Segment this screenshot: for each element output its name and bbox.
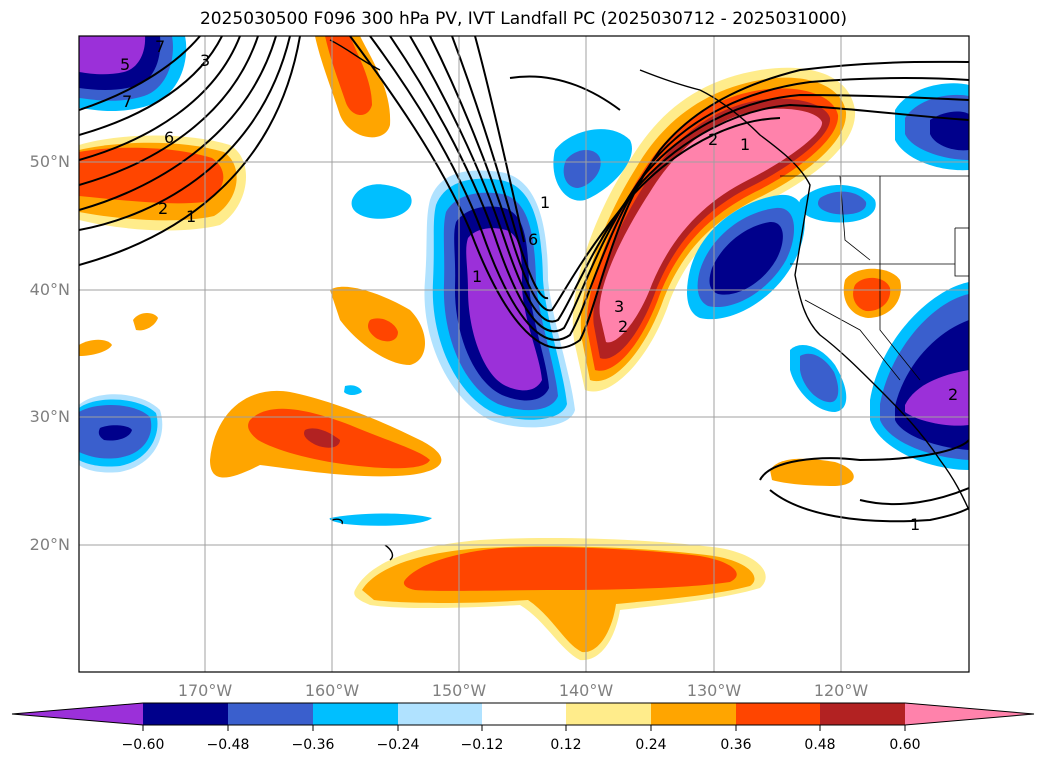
contour-label: 1 xyxy=(186,207,196,226)
colorbar-segment xyxy=(736,703,820,725)
latitude-label: 40°N xyxy=(29,280,70,299)
contour-label: 1 xyxy=(910,515,920,534)
colorbar-segment xyxy=(398,703,482,725)
colorbar-segment xyxy=(566,703,651,725)
colorbar-tick-label: 0.48 xyxy=(804,737,836,753)
contour-label: 1 xyxy=(472,267,482,286)
longitude-label: 140°W xyxy=(558,681,614,700)
map-area: 7 6 5 3 2 1 7 6 1 3 2 1 2 1 2 1 xyxy=(79,36,969,672)
colorbar-over-arrow xyxy=(905,703,1034,725)
longitude-label: 170°W xyxy=(177,681,233,700)
contour-label: 2 xyxy=(708,130,718,149)
longitude-label: 160°W xyxy=(304,681,360,700)
colorbar-under-arrow xyxy=(12,703,143,725)
colorbar-segment xyxy=(228,703,313,725)
longitude-label: 120°W xyxy=(813,681,869,700)
colorbar-segment xyxy=(482,703,566,725)
contour-label: 1 xyxy=(540,193,550,212)
map-frame xyxy=(78,35,970,673)
negative-anomaly-trough xyxy=(351,129,632,428)
longitude-label: 130°W xyxy=(686,681,742,700)
contour-label: 6 xyxy=(164,128,174,147)
longitude-label: 150°W xyxy=(431,681,487,700)
map-title: 2025030500 F096 300 hPa PV, IVT Landfall… xyxy=(199,9,847,29)
contour-label: 2 xyxy=(618,317,628,336)
contour-label: 2 xyxy=(948,385,958,404)
colorbar-tick-label: 0.36 xyxy=(720,737,752,753)
colorbar-tick-label: −0.24 xyxy=(376,737,420,753)
contour-label: 6 xyxy=(528,230,538,249)
colorbar-tick-label: −0.12 xyxy=(460,737,504,753)
colorbar-tick-label: 0.60 xyxy=(889,737,921,753)
latitude-label: 50°N xyxy=(29,152,70,171)
contour-label: 5 xyxy=(120,55,130,74)
colorbar-segment xyxy=(313,703,398,725)
contour-label: 3 xyxy=(614,297,624,316)
negative-anomaly-blobs xyxy=(79,385,432,526)
latitude-label: 30°N xyxy=(29,407,70,426)
colorbar-tick-label: 0.24 xyxy=(635,737,667,753)
negative-anomaly-northwest xyxy=(79,36,187,112)
borders xyxy=(780,175,969,381)
colorbar-tick-label: −0.60 xyxy=(121,737,165,753)
coastlines xyxy=(329,39,969,561)
negative-anomaly-coast xyxy=(687,83,969,470)
contour-label: 1 xyxy=(740,135,750,154)
colorbar-tick-label: −0.36 xyxy=(291,737,335,753)
colorbar-segment xyxy=(820,703,905,725)
pv-contours xyxy=(79,36,969,523)
contour-labels: 7 6 5 3 2 1 7 6 1 3 2 1 2 1 2 1 xyxy=(120,37,958,534)
colorbar xyxy=(11,702,1035,731)
contour-label: 7 xyxy=(155,37,165,56)
colorbar-tick-label: 0.12 xyxy=(550,737,582,753)
contour-label: 2 xyxy=(158,199,168,218)
contour-label: 3 xyxy=(200,51,210,70)
contour-label: 7 xyxy=(122,92,132,111)
colorbar-tick-label: −0.48 xyxy=(206,737,250,753)
gridlines xyxy=(79,36,969,672)
colorbar-segment xyxy=(651,703,736,725)
latitude-label: 20°N xyxy=(29,535,70,554)
colorbar-segment xyxy=(143,703,228,725)
